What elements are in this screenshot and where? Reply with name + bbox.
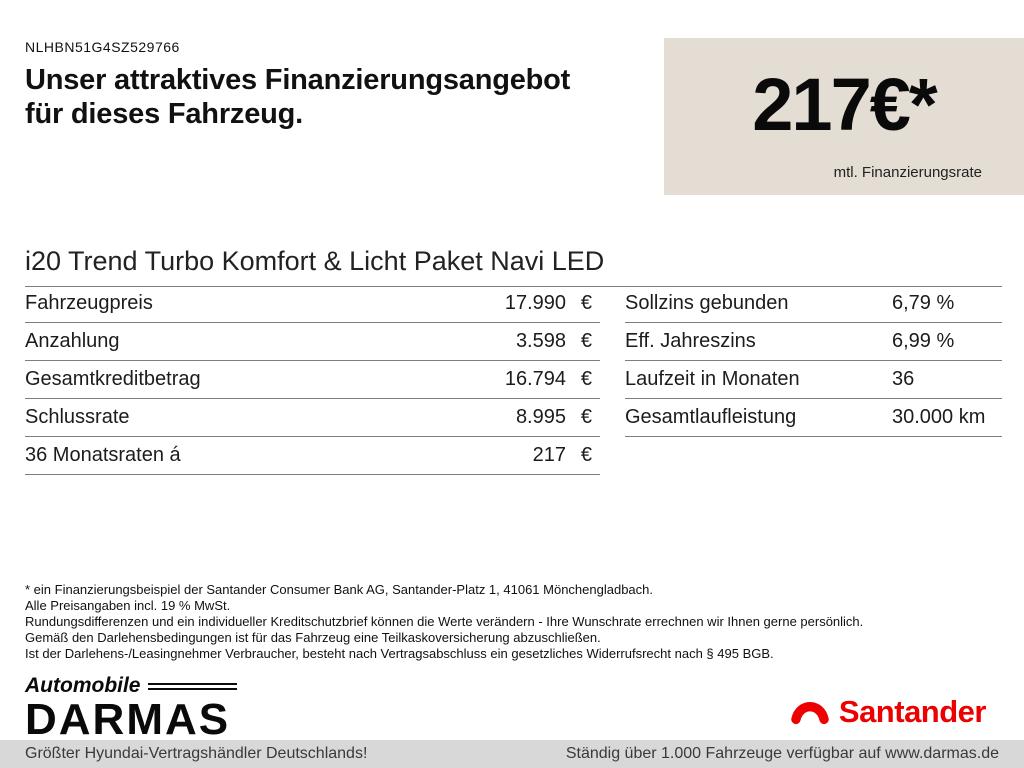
table-row-laufzeit: Laufzeit in Monaten 36 — [625, 361, 1002, 399]
darmas-wordmark: DARMAS — [25, 695, 231, 744]
table-row-jahreszins: Eff. Jahreszins 6,99 % — [625, 323, 1002, 361]
bottom-bar-right-text: Ständig über 1.000 Fahrzeuge verfügbar a… — [565, 745, 999, 762]
table-row-gesamtkreditbetrag: Gesamtkreditbetrag 16.794 € — [25, 361, 600, 399]
table-row-gesamtlaufleistung: Gesamtlaufleistung 30.000 km — [625, 399, 1002, 437]
row-value: 217 — [532, 444, 566, 466]
row-unit: € — [580, 292, 592, 314]
bottom-bar-left-text: Größter Hyundai-Vertragshändler Deutschl… — [25, 745, 368, 762]
row-label: Gesamtkreditbetrag — [25, 368, 201, 390]
row-value: 3.598 — [515, 330, 566, 352]
row-label: Fahrzeugpreis — [25, 292, 153, 314]
row-unit: € — [580, 330, 592, 352]
row-unit: € — [580, 368, 592, 390]
page-title: Unser attraktives Finanzierungsangebot f… — [25, 63, 570, 131]
monthly-rate-caption: mtl. Finanzierungsrate — [833, 164, 982, 181]
disclaimer-line: Gemäß den Darlehensbedingungen ist für d… — [25, 630, 601, 645]
disclaimer-line: Ist der Darlehens-/Leasingnehmer Verbrau… — [25, 646, 774, 661]
darmas-logo: Automobile DARMAS — [25, 674, 237, 742]
bottom-bar: Größter Hyundai-Vertragshändler Deutschl… — [0, 740, 1024, 768]
row-value: 16.794 — [504, 368, 566, 390]
disclaimer-line: Alle Preisangaben incl. 19 % MwSt. — [25, 598, 231, 613]
row-label: 36 Monatsraten á — [25, 444, 181, 466]
page-title-line1: Unser attraktives Finanzierungsangebot — [25, 64, 571, 96]
santander-wordmark: Santander — [838, 694, 987, 729]
table-row-anzahlung: Anzahlung 3.598 € — [25, 323, 600, 361]
row-unit: € — [580, 406, 592, 428]
table-row-fahrzeugpreis: Fahrzeugpreis 17.990 € — [25, 285, 600, 323]
row-label: Schlussrate — [25, 406, 130, 428]
santander-flame-icon — [791, 695, 829, 730]
row-value: 36 — [892, 368, 915, 390]
monthly-rate-value: 217€* — [752, 63, 937, 146]
monthly-rate-box: 217€* mtl. Finanzierungsrate — [664, 38, 1024, 195]
disclaimer-line: Rundungsdifferenzen und ein individuelle… — [25, 614, 864, 629]
row-value: 30.000 km — [892, 406, 986, 428]
darmas-automobile-label: Automobile — [25, 674, 141, 697]
row-unit: € — [580, 444, 592, 466]
row-label: Eff. Jahreszins — [625, 330, 756, 352]
row-label: Anzahlung — [25, 330, 120, 352]
page-title-line2: für dieses Fahrzeug. — [25, 98, 304, 130]
row-label: Gesamtlaufleistung — [625, 406, 797, 428]
table-row-sollzins: Sollzins gebunden 6,79 % — [625, 285, 1002, 323]
santander-logo: Santander — [791, 694, 987, 730]
row-label: Sollzins gebunden — [625, 292, 789, 314]
row-value: 6,99 % — [892, 330, 955, 352]
darmas-logo-top: Automobile — [25, 674, 237, 698]
row-value: 17.990 — [504, 292, 566, 314]
row-value: 8.995 — [515, 406, 566, 428]
vehicle-title: i20 Trend Turbo Komfort & Licht Paket Na… — [25, 246, 1002, 287]
row-value: 6,79 % — [892, 292, 955, 314]
vin-number: NLHBN51G4SZ529766 — [25, 39, 180, 55]
table-row-monatsraten: 36 Monatsraten á 217 € — [25, 437, 600, 475]
finance-table-left: Fahrzeugpreis 17.990 € Anzahlung 3.598 €… — [25, 285, 600, 475]
table-row-schlussrate: Schlussrate 8.995 € — [25, 399, 600, 437]
disclaimer-text: * ein Finanzierungsbeispiel der Santande… — [25, 582, 985, 662]
darmas-logo-lines — [147, 682, 237, 690]
row-label: Laufzeit in Monaten — [625, 368, 800, 390]
disclaimer-line: * ein Finanzierungsbeispiel der Santande… — [25, 582, 654, 597]
finance-table-right: Sollzins gebunden 6,79 % Eff. Jahreszins… — [625, 285, 1002, 437]
